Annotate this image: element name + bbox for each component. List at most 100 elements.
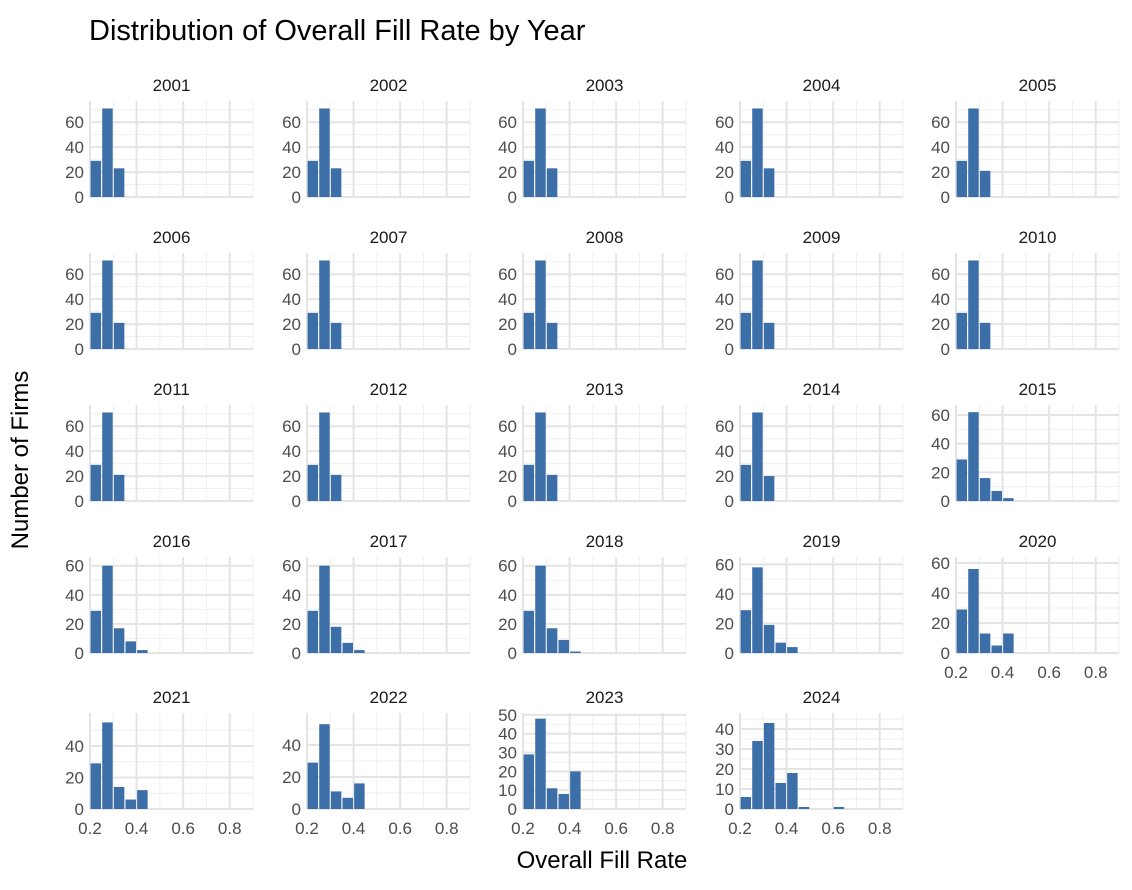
histogram-bar [558,793,569,809]
histogram-bar [354,783,365,809]
y-tick-label: 20 [715,163,734,182]
histogram-bar [102,412,113,501]
histogram-bar [546,474,558,501]
histogram-bar [113,168,125,197]
x-tick-label: 0.6 [171,819,195,838]
y-tick-label: 60 [282,417,301,436]
histogram-bar [102,565,113,653]
histogram-bar [752,260,763,349]
y-tick-label: 40 [715,720,734,739]
y-tick-label: 40 [498,138,517,157]
histogram-bar [90,312,102,349]
x-tick-label: 0.2 [944,663,968,682]
y-tick-label: 40 [65,138,84,157]
histogram-bar [763,624,775,653]
y-tick-label: 20 [931,614,950,633]
y-tick-label: 60 [715,417,734,436]
facet-title: 2005 [1019,76,1057,95]
facet-panel-2020: 2020 0 20 40 60 0.2 0.4 0.6 0.8 [931,532,1120,682]
y-tick-label: 40 [715,585,734,604]
histogram-bar [90,160,102,197]
facet-panel-2003: 2003 0 20 40 60 [498,76,687,207]
histogram-bar [535,412,546,501]
histogram-bar [330,474,342,501]
facet-panel-2002: 2002 0 20 40 60 [282,76,471,207]
histogram-bar [740,797,752,809]
y-tick-label: 60 [498,113,517,132]
y-tick-label: 40 [715,442,734,461]
facet-title: 2013 [586,380,624,399]
histogram-bar [570,651,581,653]
histogram-bar [979,633,991,653]
x-tick-label: 0.8 [435,819,459,838]
histogram-bar [307,312,319,349]
histogram-bar [546,628,558,653]
y-tick-label: 20 [931,163,950,182]
y-tick-label: 0 [941,644,950,663]
chart-title: Distribution of Overall Fill Rate by Yea… [89,15,586,47]
y-tick-label: 0 [508,340,517,359]
y-tick-label: 60 [715,265,734,284]
y-tick-label: 40 [931,290,950,309]
y-tick-label: 40 [282,736,301,755]
y-tick-label: 0 [725,188,734,207]
facet-title: 2020 [1019,532,1057,551]
histogram-bar [833,807,845,809]
facet-title: 2006 [153,228,191,247]
facet-panel-2010: 2010 0 20 40 60 [931,228,1120,359]
y-tick-label: 20 [498,163,517,182]
x-tick-label: 0.6 [388,819,412,838]
x-tick-label: 0.8 [218,819,242,838]
facet-title: 2002 [370,76,408,95]
facet-title: 2015 [1019,380,1057,399]
facet-panel-2007: 2007 0 20 40 60 [282,228,471,359]
y-tick-label: 10 [498,781,517,800]
x-tick-label: 0.8 [651,819,675,838]
histogram-bar [342,797,353,809]
x-tick-label: 0.6 [1037,663,1061,682]
y-tick-label: 20 [498,467,517,486]
y-tick-label: 40 [282,586,301,605]
histogram-bar [1003,498,1014,501]
histogram-bar [979,478,991,501]
facet-title: 2007 [370,228,408,247]
y-tick-label: 0 [292,800,301,819]
histogram-bar [90,464,102,501]
y-tick-label: 40 [931,435,950,454]
y-tick-label: 40 [282,290,301,309]
y-tick-label: 20 [715,614,734,633]
histogram-bar [752,741,763,809]
facet-title: 2008 [586,228,624,247]
histogram-bar [1003,633,1014,653]
histogram-bar [330,791,342,809]
histogram-bar [307,464,319,501]
y-tick-label: 60 [65,113,84,132]
histogram-bar [535,718,546,809]
y-axis-title: Number of Firms [7,371,34,550]
histogram-bar [991,490,1002,501]
x-tick-label: 0.4 [775,819,799,838]
y-tick-label: 0 [508,800,517,819]
y-tick-label: 0 [292,188,301,207]
histogram-bar [991,645,1002,653]
facet-panels: 2001020406020020204060200302040602004020… [65,76,1120,838]
histogram-bar [740,312,752,349]
facet-panel-2018: 2018 0 20 40 60 [498,532,687,663]
histogram-bar [90,763,102,809]
histogram-bar [319,108,330,197]
y-tick-label: 20 [715,467,734,486]
histogram-bar [307,762,319,809]
facet-panel-2006: 2006 0 20 40 60 [65,228,254,359]
x-tick-label: 0.8 [1084,663,1108,682]
facet-panel-2004: 2004 0 20 40 60 [715,76,904,207]
x-tick-label: 0.6 [604,819,628,838]
y-tick-label: 20 [282,768,301,787]
y-tick-label: 20 [498,315,517,334]
y-tick-label: 60 [931,265,950,284]
facet-panel-2011: 2011 0 20 40 60 [65,380,254,511]
y-tick-label: 30 [498,744,517,763]
y-tick-label: 20 [282,315,301,334]
facet-title: 2019 [803,532,841,551]
histogram-bar [342,642,353,653]
y-tick-label: 20 [715,760,734,779]
